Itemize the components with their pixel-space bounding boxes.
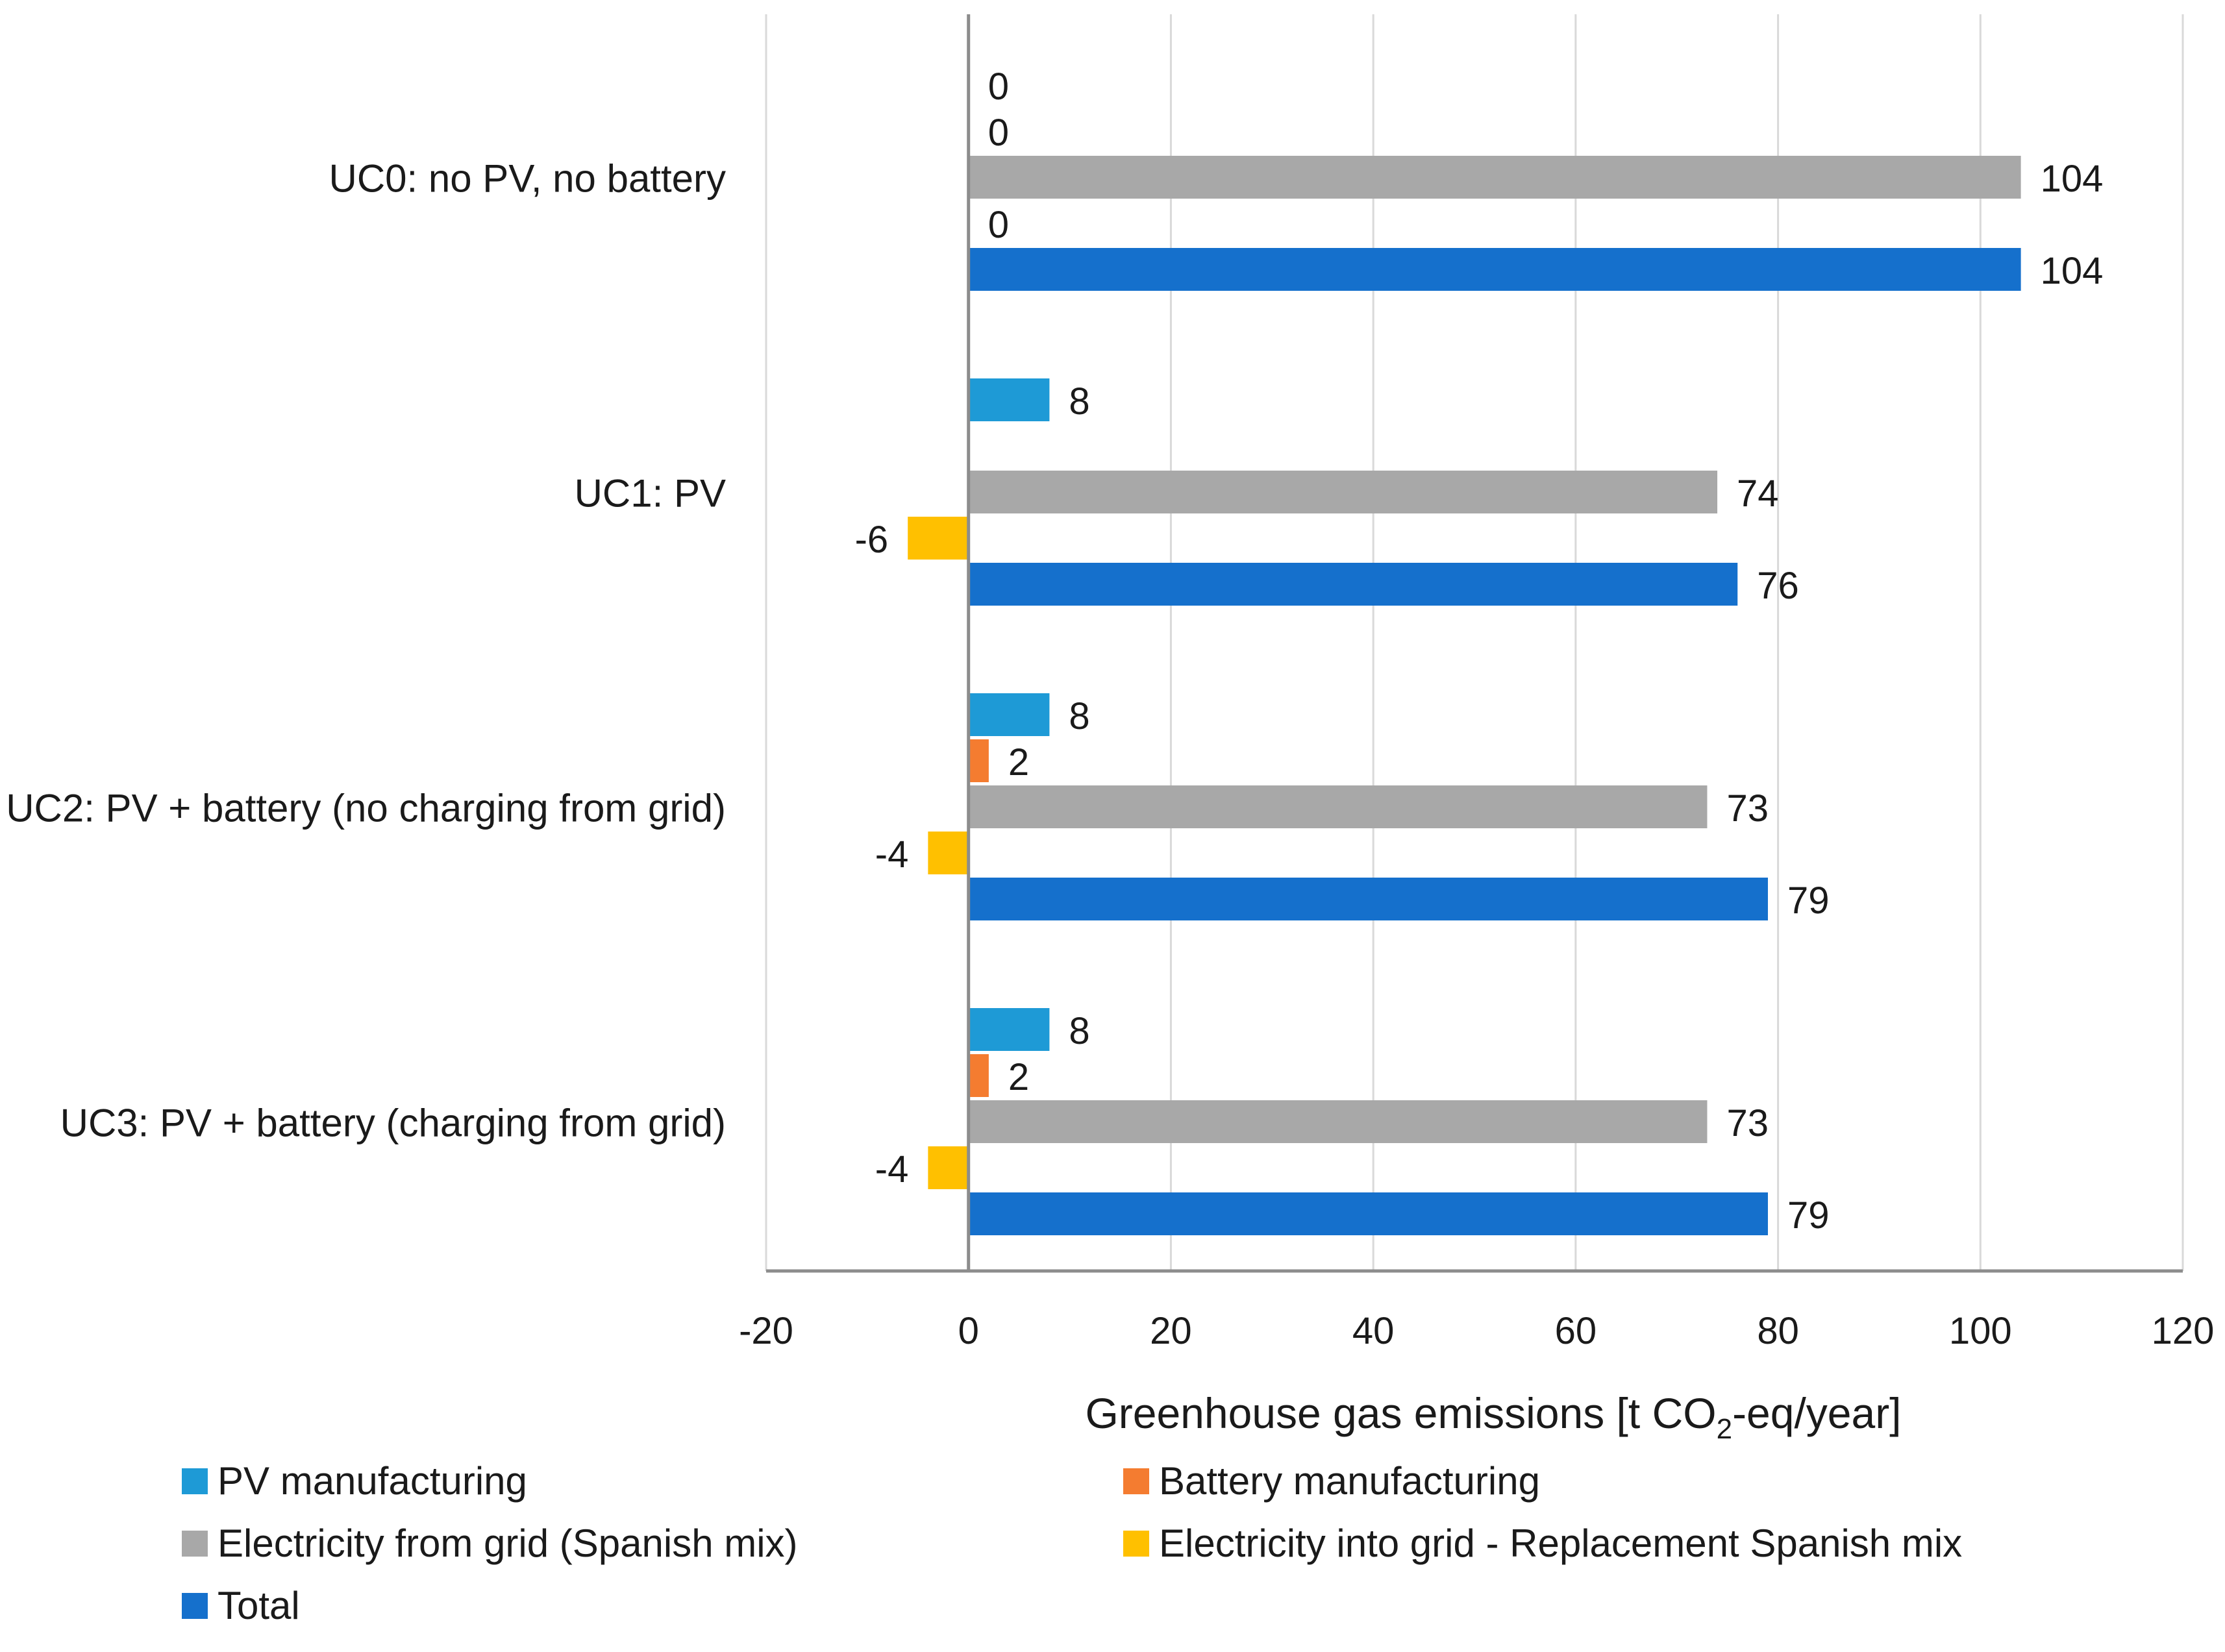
- data-label-battery-manufacturing: 0: [988, 112, 1009, 154]
- bar-total: [968, 1192, 1768, 1235]
- bar-electricity-into-grid-replacement-spanish-mix: [928, 832, 969, 874]
- category-label-uc1-pv: UC1: PV: [575, 472, 726, 515]
- x-axis-title: Greenhouse gas emissions [t CO2-eq/year]: [1085, 1389, 1901, 1445]
- legend-label-electricity-from-grid-spanish-mix: Electricity from grid (Spanish mix): [218, 1522, 798, 1565]
- data-label-electricity-into-grid-replacement-spanish-mix: -4: [875, 833, 909, 876]
- data-label-total: 104: [2041, 250, 2104, 292]
- data-label-pv-manufacturing: 8: [1069, 695, 1089, 737]
- data-label-electricity-from-grid-spanish-mix: 73: [1726, 787, 1769, 830]
- data-label-pv-manufacturing: 8: [1069, 1010, 1089, 1052]
- legend-label-electricity-into-grid-replacement-spanish-mix: Electricity into grid - Replacement Span…: [1159, 1522, 1962, 1565]
- bars: [908, 156, 2021, 1235]
- x-tick-label: -20: [739, 1310, 793, 1352]
- x-tick-label: 100: [1949, 1310, 2012, 1352]
- category-label-uc2-pv-battery-no-charging-from-grid: UC2: PV + battery (no charging from grid…: [6, 787, 726, 830]
- legend-swatch-electricity-from-grid-spanish-mix: [182, 1531, 208, 1557]
- data-label-pv-manufacturing: 0: [988, 66, 1009, 108]
- tick-labels: -20 0 20 40 60 80 100 120: [739, 1310, 2214, 1352]
- legend-swatch-electricity-into-grid-replacement-spanish-mix: [1123, 1531, 1149, 1557]
- data-label-total: 76: [1757, 565, 1799, 607]
- legend-swatch-total: [182, 1593, 208, 1619]
- legend-label-total: Total: [218, 1584, 300, 1627]
- category-labels: UC0: no PV, no battery UC1: PV UC2: PV + b…: [6, 157, 726, 1145]
- legend-swatch-battery-manufacturing: [1123, 1468, 1149, 1494]
- data-label-total: 79: [1787, 1194, 1830, 1237]
- data-label-electricity-into-grid-replacement-spanish-mix: -4: [875, 1148, 909, 1190]
- x-axis-title-subscript: 2: [1717, 1413, 1732, 1445]
- data-label-total: 79: [1787, 880, 1830, 922]
- x-axis-title-suffix: -eq/year]: [1732, 1389, 1901, 1437]
- bar-pv-manufacturing: [968, 1008, 1050, 1051]
- bar-electricity-from-grid-spanish-mix: [968, 785, 1708, 828]
- data-label-electricity-into-grid-replacement-spanish-mix: 0: [988, 204, 1009, 246]
- legend-swatch-pv-manufacturing: [182, 1468, 208, 1494]
- bar-total: [968, 878, 1768, 920]
- bar-electricity-into-grid-replacement-spanish-mix: [908, 517, 969, 560]
- data-label-electricity-from-grid-spanish-mix: 73: [1726, 1102, 1769, 1144]
- data-label-battery-manufacturing: 2: [1008, 1056, 1029, 1098]
- data-label-battery-manufacturing: 2: [1008, 741, 1029, 783]
- x-tick-label: 20: [1150, 1310, 1192, 1352]
- data-label-pv-manufacturing: 8: [1069, 380, 1089, 423]
- x-tick-label: 40: [1352, 1310, 1395, 1352]
- bar-pv-manufacturing: [968, 378, 1050, 421]
- bar-pv-manufacturing: [968, 693, 1050, 736]
- x-tick-label: 60: [1555, 1310, 1597, 1352]
- bar-total: [968, 563, 1738, 606]
- gridlines: [765, 14, 2184, 1271]
- bar-electricity-from-grid-spanish-mix: [968, 156, 2021, 199]
- axes: [766, 14, 2183, 1273]
- data-label-electricity-into-grid-replacement-spanish-mix: -6: [855, 519, 889, 561]
- x-tick-label: 80: [1757, 1310, 1799, 1352]
- bar-electricity-from-grid-spanish-mix: [968, 1100, 1708, 1143]
- bar-total: [968, 248, 2021, 291]
- x-axis-title-prefix: Greenhouse gas emissions [t CO: [1085, 1389, 1716, 1437]
- bar-electricity-from-grid-spanish-mix: [968, 471, 1718, 513]
- x-tick-label: 120: [2152, 1310, 2215, 1352]
- legend-label-battery-manufacturing: Battery manufacturing: [1159, 1459, 1540, 1503]
- bar-battery-manufacturing: [968, 1054, 989, 1097]
- legend: PV manufacturing Battery manufacturing Ele…: [182, 1459, 1962, 1627]
- data-label-electricity-from-grid-spanish-mix: 104: [2041, 158, 2104, 200]
- data-label-electricity-from-grid-spanish-mix: 74: [1737, 473, 1779, 515]
- category-label-uc3-pv-battery-charging-from-grid: UC3: PV + battery (charging from grid): [60, 1102, 726, 1145]
- x-tick-label: 0: [958, 1310, 979, 1352]
- bar-battery-manufacturing: [968, 739, 989, 782]
- legend-label-pv-manufacturing: PV manufacturing: [218, 1459, 527, 1503]
- category-label-uc0-no-pv-no-battery: UC0: no PV, no battery: [329, 157, 726, 201]
- bar-electricity-into-grid-replacement-spanish-mix: [928, 1146, 969, 1189]
